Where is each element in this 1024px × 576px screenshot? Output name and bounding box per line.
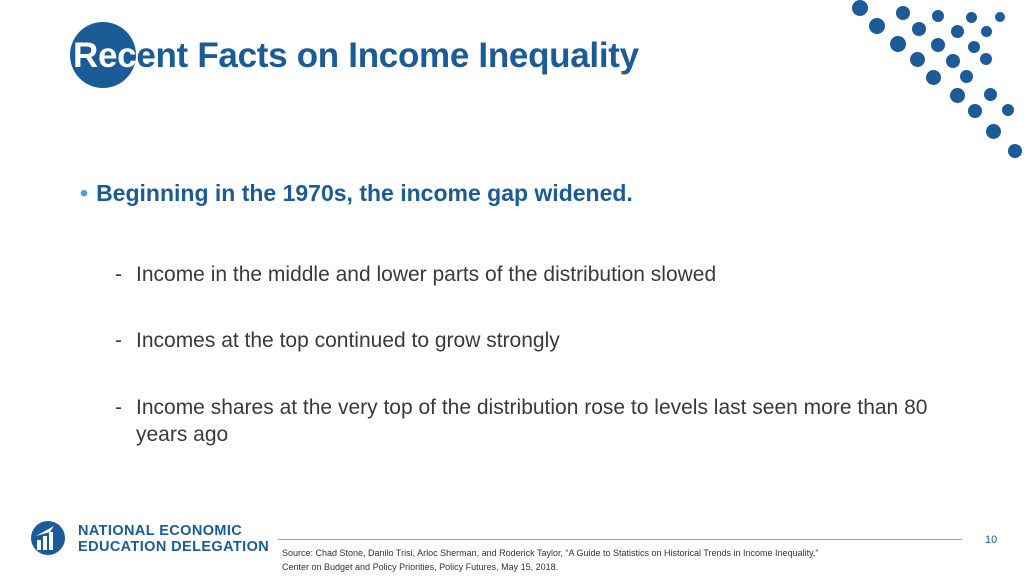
title-circle-accent [70, 22, 136, 88]
sub-point: - Income shares at the very top of the di… [115, 394, 955, 448]
sub-point-dash: - [115, 263, 122, 286]
org-name-line2: EDUCATION DELEGATION [78, 539, 270, 555]
sub-point-dash: - [115, 329, 122, 352]
main-bullet: • Beginning in the 1970s, the income gap … [80, 180, 633, 207]
main-bullet-text: Beginning in the 1970s, the income gap w… [96, 180, 633, 206]
sub-point-text: Income shares at the very top of the dis… [136, 396, 928, 446]
sub-point: - Income in the middle and lower parts of… [115, 261, 955, 288]
need-logo-icon [31, 521, 65, 555]
org-logo: NATIONAL ECONOMIC EDUCATION DELEGATION [30, 520, 270, 560]
footer-divider [278, 539, 962, 540]
sub-point: - Incomes at the top continued to grow st… [115, 327, 955, 354]
page-title: Recent Facts on Income Inequality [73, 36, 639, 76]
org-name: NATIONAL ECONOMIC EDUCATION DELEGATION [78, 523, 269, 555]
org-name-line1: NATIONAL ECONOMIC [78, 523, 243, 539]
title-rest: ent Facts on Income Inequality [136, 36, 639, 75]
bullet-marker: • [80, 180, 89, 206]
title-highlight: Rec [73, 36, 137, 75]
source-line-2: Center on Budget and Policy Priorities, … [282, 562, 559, 572]
sub-point-dash: - [115, 396, 122, 419]
source-citation: Source: Chad Stone, Danilo Trisi, Arloc … [282, 546, 922, 574]
decorative-dot-pattern-icon [844, 0, 1024, 165]
source-line-1: Source: Chad Stone, Danilo Trisi, Arloc … [282, 548, 819, 558]
sub-point-text: Incomes at the top continued to grow str… [136, 329, 560, 352]
page-number: 10 [985, 534, 998, 546]
sub-point-text: Income in the middle and lower parts of … [136, 263, 717, 286]
